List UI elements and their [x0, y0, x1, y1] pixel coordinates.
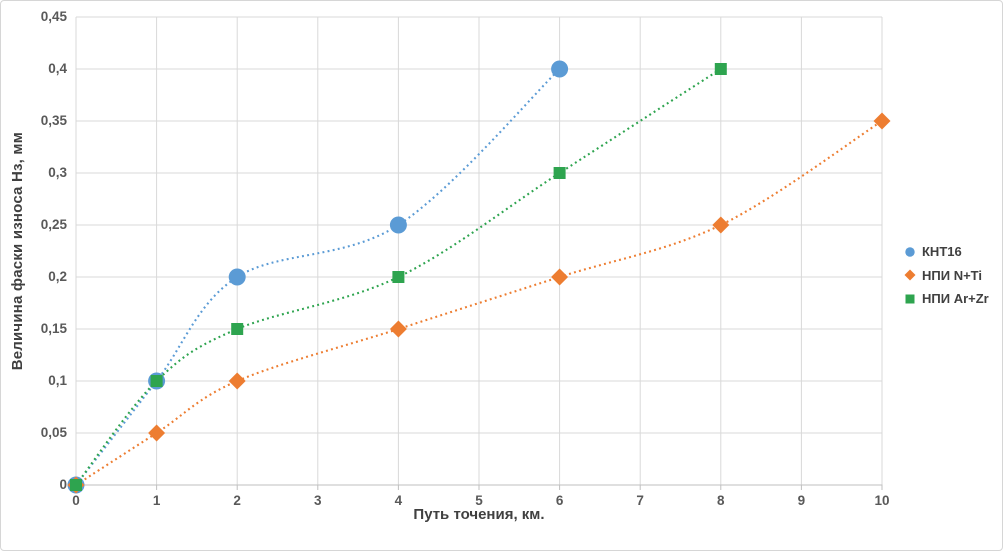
x-axis-tick-label: 10	[874, 493, 890, 508]
legend: КНТ16 НПИ N+Ti НПИ Ar+Zr	[904, 240, 989, 311]
data-point-square	[714, 63, 727, 75]
legend-marker-circle-icon	[905, 247, 915, 257]
data-point-circle	[228, 268, 246, 286]
y-axis-tick-label: 0,3	[48, 165, 67, 180]
trendline-diamond	[75, 120, 883, 486]
x-axis-tick-label: 6	[555, 493, 564, 508]
data-point-square	[150, 375, 163, 387]
legend-label: КНТ16	[922, 244, 962, 260]
x-axis-tick-label: 4	[394, 493, 403, 508]
y-axis-tick-label: 0,15	[40, 321, 67, 336]
data-point-square	[392, 271, 405, 283]
legend-label: НПИ N+Ti	[922, 267, 982, 283]
legend-label: НПИ Ar+Zr	[922, 291, 989, 307]
legend-marker-square-icon	[905, 294, 915, 304]
y-axis-title: Величина фаски износа Нз, мм	[9, 17, 26, 485]
data-point-diamond	[712, 216, 730, 234]
y-axis-tick-label: 0,4	[48, 61, 67, 76]
y-axis-tick-label: 0	[59, 477, 67, 492]
y-axis-tick-label: 0,45	[40, 9, 67, 24]
trendline-square	[75, 68, 722, 486]
trendline-circle	[75, 68, 561, 486]
data-point-diamond	[873, 112, 891, 130]
x-axis-tick-label: 7	[636, 493, 644, 508]
x-axis-tick-label: 5	[475, 493, 483, 508]
x-axis-tick-label: 9	[797, 493, 806, 508]
x-axis-title: Путь точения, км.	[413, 506, 545, 523]
legend-item: КНТ16	[904, 240, 989, 264]
data-point-circle	[551, 60, 569, 78]
legend-item: НПИ N+Ti	[904, 264, 989, 288]
data-point-diamond	[148, 424, 166, 442]
x-axis-tick-label: 1	[152, 493, 161, 508]
data-point-diamond	[228, 372, 246, 390]
x-axis-tick-label: 8	[717, 493, 725, 508]
x-axis-tick-label: 0	[72, 493, 80, 508]
y-axis-tick-label: 0,05	[40, 425, 67, 440]
data-point-circle	[389, 216, 407, 234]
data-point-diamond	[551, 268, 569, 286]
x-axis-tick-label: 2	[233, 493, 241, 508]
legend-marker-diamond-icon	[904, 269, 916, 281]
y-axis-tick-label: 0,2	[48, 269, 67, 284]
y-axis-tick-label: 0,35	[40, 113, 67, 128]
data-point-square	[553, 167, 566, 179]
y-axis-tick-label: 0,25	[40, 217, 67, 232]
data-point-diamond	[389, 320, 407, 338]
legend-item: НПИ Ar+Zr	[904, 287, 989, 311]
x-axis-tick-label: 3	[314, 493, 322, 508]
data-point-square	[231, 323, 244, 335]
y-axis-tick-label: 0,1	[48, 373, 67, 388]
data-point-square	[70, 479, 82, 491]
